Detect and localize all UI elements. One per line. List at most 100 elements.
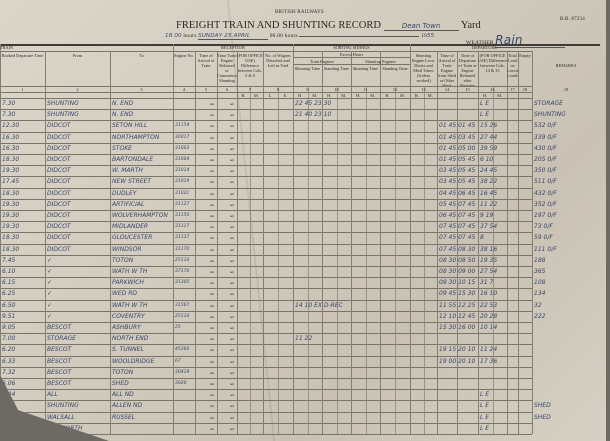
am-mark: am: [229, 337, 235, 342]
table-row: am am 7.45 ✓ TOTON 25110 08 30 08 50 19 35 188: [0, 255, 600, 266]
column-number: 7: [248, 87, 252, 92]
from-cell: BEGWORTH: [47, 424, 83, 432]
departure-times-cell: 01 45 05 00: [439, 144, 476, 152]
table-row: am am 6.44 ALL ALL ND L E: [0, 389, 600, 400]
column-header-17: Total Load on Leaving: Loaded: [507, 53, 518, 78]
sidings-cell: 22 45 23 30: [295, 100, 332, 107]
weather-label: WEATHER: [466, 40, 494, 46]
from-cell: BESCOT: [47, 357, 72, 365]
hours-subheader: H.: [241, 93, 246, 98]
row-rule: [0, 366, 532, 368]
column-rule: [0, 44, 1, 434]
remarks-cell: SHED: [534, 402, 551, 410]
departure-times-cell: 07 45 07 45: [439, 234, 476, 242]
booked-time: 7.30: [2, 100, 16, 107]
departure-times-cell: 04 45 06 45: [439, 189, 476, 197]
departure-times-cell: 19 00 20 10: [439, 357, 476, 365]
column-number: 9: [306, 87, 309, 92]
booked-time: 16.30: [2, 133, 20, 141]
column-header-5: Time of Arrival of Train: [197, 53, 215, 68]
load-cell: L E: [480, 413, 490, 421]
engine-cell: 31117: [175, 224, 190, 230]
departure-times-cell: 06 45 07 45: [439, 212, 476, 219]
am-mark: am: [209, 370, 215, 375]
load-cell: 19 35: [480, 256, 498, 264]
minutes-subheader: M.: [427, 93, 433, 98]
am-mark: am: [229, 225, 235, 230]
group-reception: RECEPTION: [221, 45, 245, 50]
yard-name: Dean Town: [383, 22, 459, 31]
row-rule: [0, 299, 532, 301]
table-row: am am 6.10 ✓ WATH W TH 37170 08 30 09 00 27 54 3…: [0, 266, 600, 277]
rule-group: [0, 51, 532, 52]
booked-time: 16.30: [2, 144, 20, 152]
load-cell: 31 7: [480, 279, 494, 287]
row-rule: [0, 422, 532, 424]
from-cell: DIDCOT: [47, 122, 71, 130]
am-mark: am: [229, 124, 235, 129]
am-mark: am: [229, 370, 235, 375]
load-cell: 27 54: [480, 268, 498, 275]
am-mark: am: [209, 236, 215, 241]
am-mark: am: [229, 404, 235, 409]
engine-cell: 31004: [175, 157, 190, 162]
load-cell: 27 44: [480, 133, 498, 141]
load-cell: L E: [480, 111, 490, 119]
to-cell: WOLVERHAMPTON: [112, 212, 168, 219]
load-cell: 15 26: [480, 122, 498, 130]
row-rule: [0, 165, 532, 167]
remarks-cell: 352 0/F: [534, 200, 557, 208]
engine-cell: 45366: [175, 347, 190, 353]
to-cell: COVENTRY: [112, 312, 145, 320]
year-suffix: 55: [426, 33, 435, 39]
departure-times-cell: 08 30 08 50: [439, 256, 476, 264]
row-rule: [0, 254, 532, 256]
am-mark: am: [209, 314, 215, 319]
am-mark: am: [209, 415, 215, 420]
engine-cell: 31170: [175, 246, 190, 252]
to-cell: N. END: [112, 100, 134, 107]
to-cell: MIDLANDER: [112, 223, 149, 231]
hours-subheader: H.: [356, 93, 361, 98]
from-cell: DIDCOT: [47, 223, 71, 231]
from-cell: ALL: [47, 391, 58, 399]
booked-time: 6.44: [2, 402, 16, 410]
hours-subheader: H.: [414, 93, 419, 98]
table-row: am am 16.30 DIDCOT STOKE 31003 01 45 05 00 39 5…: [0, 143, 600, 154]
from-cell: SHUNTING: [47, 111, 79, 119]
am-mark: am: [209, 180, 215, 185]
remarks-cell: STORAGE: [534, 100, 563, 107]
rule-numbers: [0, 86, 532, 87]
am-mark: am: [209, 225, 215, 230]
load-cell: 11 22: [480, 200, 498, 208]
group-train: TRAIN: [0, 45, 14, 50]
table-row: am am 17.45 DIDCOT NEW STREET 31019 03 45 05 4…: [0, 176, 600, 187]
from-cell: DIDCOT: [47, 156, 71, 163]
engine-cell: 31127: [175, 201, 190, 207]
am-mark: am: [209, 281, 215, 286]
to-cell: TOTON: [112, 256, 134, 264]
booked-time: 17.45: [2, 178, 20, 186]
from-time: 18.00: [165, 33, 182, 39]
booked-time: 18.30: [2, 234, 20, 242]
row-rule: [0, 322, 532, 323]
from-cell: ✓: [47, 301, 53, 309]
from-cell: DIDCOT: [47, 133, 71, 141]
column-rule: [351, 51, 352, 434]
row-rule: [0, 98, 532, 99]
rule-hm: [0, 92, 532, 93]
to-cell: ARTIFICIAL: [112, 200, 145, 208]
am-mark: am: [209, 169, 215, 174]
am-mark: am: [229, 303, 235, 308]
departure-times-cell: 01 45 03 45: [439, 133, 476, 141]
table-row: am am 18.30 DIDCOT DUDLEY 31021 04 45 06 45 16 …: [0, 188, 600, 199]
subcolumn-rule: [365, 86, 367, 434]
remarks-cell: 197 0/F: [534, 212, 557, 219]
booked-time: 19.30: [2, 212, 20, 219]
from-cell: DIDCOT: [47, 167, 71, 175]
column-header-16: (FOR OFFICE USE) Difference between Cols…: [478, 53, 507, 73]
row-rule: [0, 109, 532, 111]
column-rule: [173, 44, 174, 51]
row-rule: [0, 378, 532, 379]
minutes-subheader: M.: [497, 93, 503, 98]
